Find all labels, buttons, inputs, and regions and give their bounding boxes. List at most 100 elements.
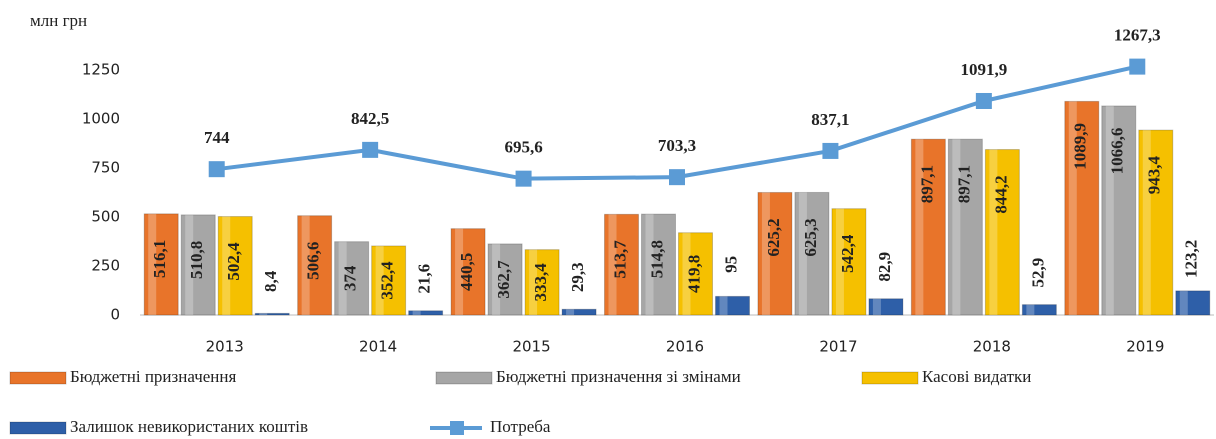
line-value-label: 703,3 bbox=[658, 136, 696, 155]
legend-label: Бюджетні призначення зі змінами bbox=[496, 367, 741, 386]
bar bbox=[1101, 105, 1137, 316]
line-marker bbox=[669, 169, 685, 186]
x-tick-label: 2017 bbox=[819, 338, 857, 356]
bar-shine bbox=[412, 310, 421, 315]
bar-value-label: 897,1 bbox=[954, 165, 973, 203]
bar-value-label: 29,3 bbox=[568, 262, 587, 292]
x-tick-label: 2013 bbox=[206, 338, 244, 356]
line-value-label: 1091,9 bbox=[960, 60, 1007, 79]
bar-value-label: 123,2 bbox=[1182, 240, 1201, 278]
bar-shine bbox=[682, 232, 691, 315]
bar-value-label: 21,6 bbox=[415, 264, 434, 294]
bar-value-label: 502,4 bbox=[224, 242, 243, 281]
x-tick-label: 2014 bbox=[359, 338, 397, 356]
bar-value-label: 516,1 bbox=[150, 240, 169, 278]
bar-value-label: 1066,6 bbox=[1108, 128, 1127, 175]
bar-shine bbox=[492, 243, 501, 315]
bar-value-label: 943,4 bbox=[1145, 155, 1164, 194]
bar bbox=[561, 308, 597, 316]
y-tick-label: 500 bbox=[91, 208, 120, 226]
bar bbox=[524, 249, 560, 316]
bar-value-label: 8,4 bbox=[261, 270, 280, 292]
y-tick-label: 0 bbox=[110, 306, 120, 324]
bar-shine bbox=[761, 192, 770, 315]
bar-value-label: 333,4 bbox=[531, 263, 550, 302]
bar bbox=[180, 214, 216, 316]
bar-value-label: 506,6 bbox=[304, 242, 323, 280]
bar-shine bbox=[1179, 290, 1188, 315]
line-value-label: 744 bbox=[204, 128, 230, 147]
bar bbox=[1175, 290, 1211, 316]
bar-shine bbox=[1068, 101, 1077, 315]
bar-shine bbox=[148, 213, 157, 315]
bar-value-label: 1089,9 bbox=[1071, 123, 1090, 170]
bar-shine bbox=[719, 296, 728, 315]
x-tick-label: 2019 bbox=[1126, 338, 1164, 356]
legend-swatch bbox=[861, 371, 919, 385]
bar-shine bbox=[375, 245, 384, 315]
bar bbox=[984, 149, 1020, 316]
bar bbox=[831, 208, 867, 316]
bar bbox=[641, 213, 676, 316]
bar-shine bbox=[989, 149, 998, 315]
bar-value-label: 419,8 bbox=[684, 255, 703, 293]
bar-shine bbox=[1142, 130, 1151, 315]
bar-value-label: 510,8 bbox=[187, 241, 206, 279]
bar-value-label: 52,9 bbox=[1028, 258, 1047, 288]
x-tick-label: 2018 bbox=[973, 338, 1011, 356]
bar bbox=[254, 312, 290, 316]
line-marker bbox=[1129, 58, 1146, 75]
bar bbox=[408, 310, 444, 316]
legend-label: Касові видатки bbox=[922, 367, 1031, 386]
bar bbox=[715, 295, 750, 316]
bar-shine bbox=[872, 298, 881, 315]
bar bbox=[604, 213, 639, 316]
bar-shine bbox=[798, 192, 807, 315]
bar-value-label: 362,7 bbox=[494, 260, 513, 299]
bar-shine bbox=[529, 249, 538, 315]
legend-label: Залишок невикористаних коштів bbox=[70, 417, 308, 436]
line-marker bbox=[822, 142, 839, 159]
y-tick-label: 750 bbox=[91, 159, 120, 177]
bar bbox=[217, 216, 253, 316]
bar-shine bbox=[645, 214, 654, 315]
bar bbox=[947, 138, 983, 316]
legend-label: Бюджетні призначення bbox=[70, 367, 236, 386]
bar bbox=[334, 241, 370, 316]
bar-shine bbox=[566, 309, 575, 315]
bar bbox=[757, 191, 793, 316]
bar-value-label: 95 bbox=[721, 256, 740, 273]
legend-swatch bbox=[435, 371, 493, 385]
bar-value-label: 542,4 bbox=[838, 234, 857, 273]
legend-label: Потреба bbox=[490, 417, 551, 436]
bar-shine bbox=[915, 139, 924, 315]
bar bbox=[678, 232, 713, 316]
legend-swatch bbox=[450, 421, 464, 435]
bar-value-label: 440,5 bbox=[457, 253, 476, 291]
bar-value-label: 844,2 bbox=[991, 175, 1010, 213]
bar bbox=[910, 138, 946, 316]
y-tick-label: 250 bbox=[91, 257, 120, 275]
bar-shine bbox=[259, 313, 268, 315]
bar-shine bbox=[835, 208, 844, 315]
line-marker bbox=[975, 92, 992, 109]
bar-shine bbox=[1105, 105, 1114, 315]
line-marker bbox=[515, 170, 532, 187]
bar bbox=[371, 245, 407, 316]
bar-shine bbox=[222, 216, 231, 315]
y-tick-label: 1000 bbox=[82, 110, 120, 128]
bar bbox=[143, 213, 179, 316]
line-marker bbox=[362, 141, 379, 158]
x-tick-label: 2015 bbox=[512, 338, 550, 356]
bar-shine bbox=[608, 214, 617, 315]
bar-value-label: 513,7 bbox=[610, 240, 629, 279]
bar-value-label: 897,1 bbox=[917, 165, 936, 203]
bar-value-label: 625,3 bbox=[801, 218, 820, 256]
bar bbox=[487, 243, 523, 316]
bar-value-label: 352,4 bbox=[378, 261, 397, 300]
bar-shine bbox=[338, 241, 347, 315]
line-value-label: 837,1 bbox=[811, 110, 849, 129]
bar-value-label: 625,2 bbox=[764, 218, 783, 256]
bar bbox=[794, 191, 830, 316]
